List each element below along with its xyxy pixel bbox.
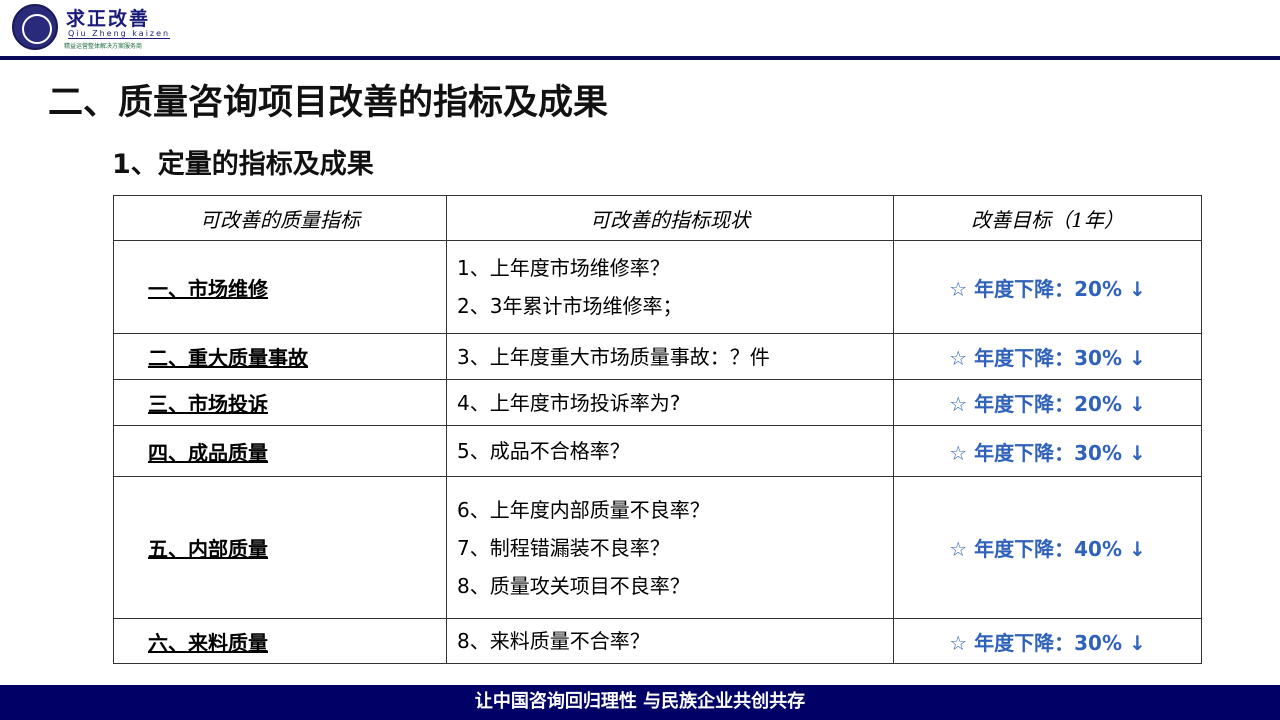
table-row: 六、来料质量 8、来料质量不合率？ ☆ 年度下降：30% ↓ (113, 618, 1202, 664)
status-line: 3、上年度重大市场质量事故：？件 (457, 344, 770, 369)
table-row: 四、成品质量 5、成品不合格率？ ☆ 年度下降：30% ↓ (113, 425, 1202, 477)
indicator-cell: 六、来料质量 (113, 618, 447, 664)
status-line: 4、上年度市场投诉率为? (457, 390, 681, 415)
indicator-cell: 五、内部质量 (113, 476, 447, 619)
status-line: 1、上年度市场维修率？ (457, 256, 670, 280)
status-cell: 3、上年度重大市场质量事故：？件 (446, 333, 894, 380)
indicator-cell: 二、重大质量事故 (113, 333, 447, 380)
header-target: 改善目标（1年） (893, 195, 1202, 241)
status-line: 8、质量攻关项目不良率？ (457, 573, 690, 598)
table-header-row: 可改善的质量指标 可改善的指标现状 改善目标（1年） (113, 195, 1202, 241)
table-row: 五、内部质量 6、上年度内部质量不良率？ 7、制程错漏装不良率？ 8、质量攻关项目不良… (113, 476, 1202, 619)
target-cell: ☆ 年度下降：30% ↓ (893, 618, 1202, 664)
status-cell: 4、上年度市场投诉率为? (446, 379, 894, 426)
target-cell: ☆ 年度下降：40% ↓ (893, 476, 1202, 619)
status-line: 2、3年累计市场维修率； (457, 294, 683, 318)
indicator-cell: 一、市场维修 (113, 240, 447, 334)
target-cell: ☆ 年度下降：30% ↓ (893, 425, 1202, 477)
indicator-table: 可改善的质量指标 可改善的指标现状 改善目标（1年） 一、市场维修 1、上年度市场… (113, 195, 1202, 664)
company-logo: 求正改善 Qiu Zheng kaizen 精益运营整体解决方案服务商 (12, 4, 182, 52)
status-line: 8、来料质量不合率？ (457, 629, 650, 653)
header-divider (0, 56, 1280, 60)
status-line: 7、制程错漏装不良率？ (457, 535, 670, 560)
logo-emblem-icon (12, 4, 58, 50)
status-cell: 8、来料质量不合率？ (446, 618, 894, 664)
status-cell: 6、上年度内部质量不良率？ 7、制程错漏装不良率？ 8、质量攻关项目不良率？ (446, 476, 894, 619)
target-cell: ☆ 年度下降：30% ↓ (893, 333, 1202, 380)
slide-subtitle: 1、定量的指标及成果 (112, 149, 374, 180)
status-line: 5、成品不合格率？ (457, 439, 630, 463)
header-indicator: 可改善的质量指标 (113, 195, 447, 241)
status-line: 6、上年度内部质量不良率？ (457, 497, 710, 522)
indicator-cell: 四、成品质量 (113, 425, 447, 477)
table-row: 一、市场维修 1、上年度市场维修率？ 2、3年累计市场维修率； ☆ 年度下降：20% … (113, 240, 1202, 334)
logo-tagline: 精益运营整体解决方案服务商 (64, 43, 143, 50)
table-row: 三、市场投诉 4、上年度市场投诉率为? ☆ 年度下降：20% ↓ (113, 379, 1202, 426)
target-cell: ☆ 年度下降：20% ↓ (893, 240, 1202, 334)
indicator-cell: 三、市场投诉 (113, 379, 447, 426)
status-cell: 1、上年度市场维修率？ 2、3年累计市场维修率； (446, 240, 894, 334)
footer-slogan: 让中国咨询回归理性 与民族企业共创共存 (0, 685, 1280, 720)
logo-english: Qiu Zheng kaizen (68, 29, 171, 39)
status-cell: 5、成品不合格率？ (446, 425, 894, 477)
table-row: 二、重大质量事故 3、上年度重大市场质量事故：？件 ☆ 年度下降：30% ↓ (113, 333, 1202, 380)
target-cell: ☆ 年度下降：20% ↓ (893, 379, 1202, 426)
header-status: 可改善的指标现状 (446, 195, 894, 241)
slide-title: 二、质量咨询项目改善的指标及成果 (48, 83, 609, 123)
logo-name: 求正改善 (66, 8, 151, 30)
